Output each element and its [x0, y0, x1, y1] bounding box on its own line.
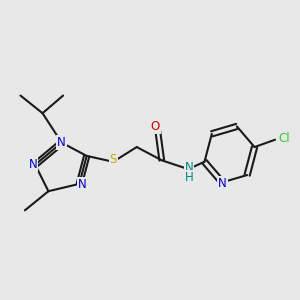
Text: N: N: [57, 136, 66, 149]
Text: N: N: [78, 178, 87, 191]
Text: O: O: [150, 120, 160, 133]
Text: N: N: [218, 177, 227, 190]
Text: S: S: [110, 153, 117, 166]
Text: Cl: Cl: [279, 132, 290, 145]
Text: N: N: [28, 158, 37, 171]
Text: H: H: [184, 171, 193, 184]
Text: N: N: [184, 161, 193, 174]
